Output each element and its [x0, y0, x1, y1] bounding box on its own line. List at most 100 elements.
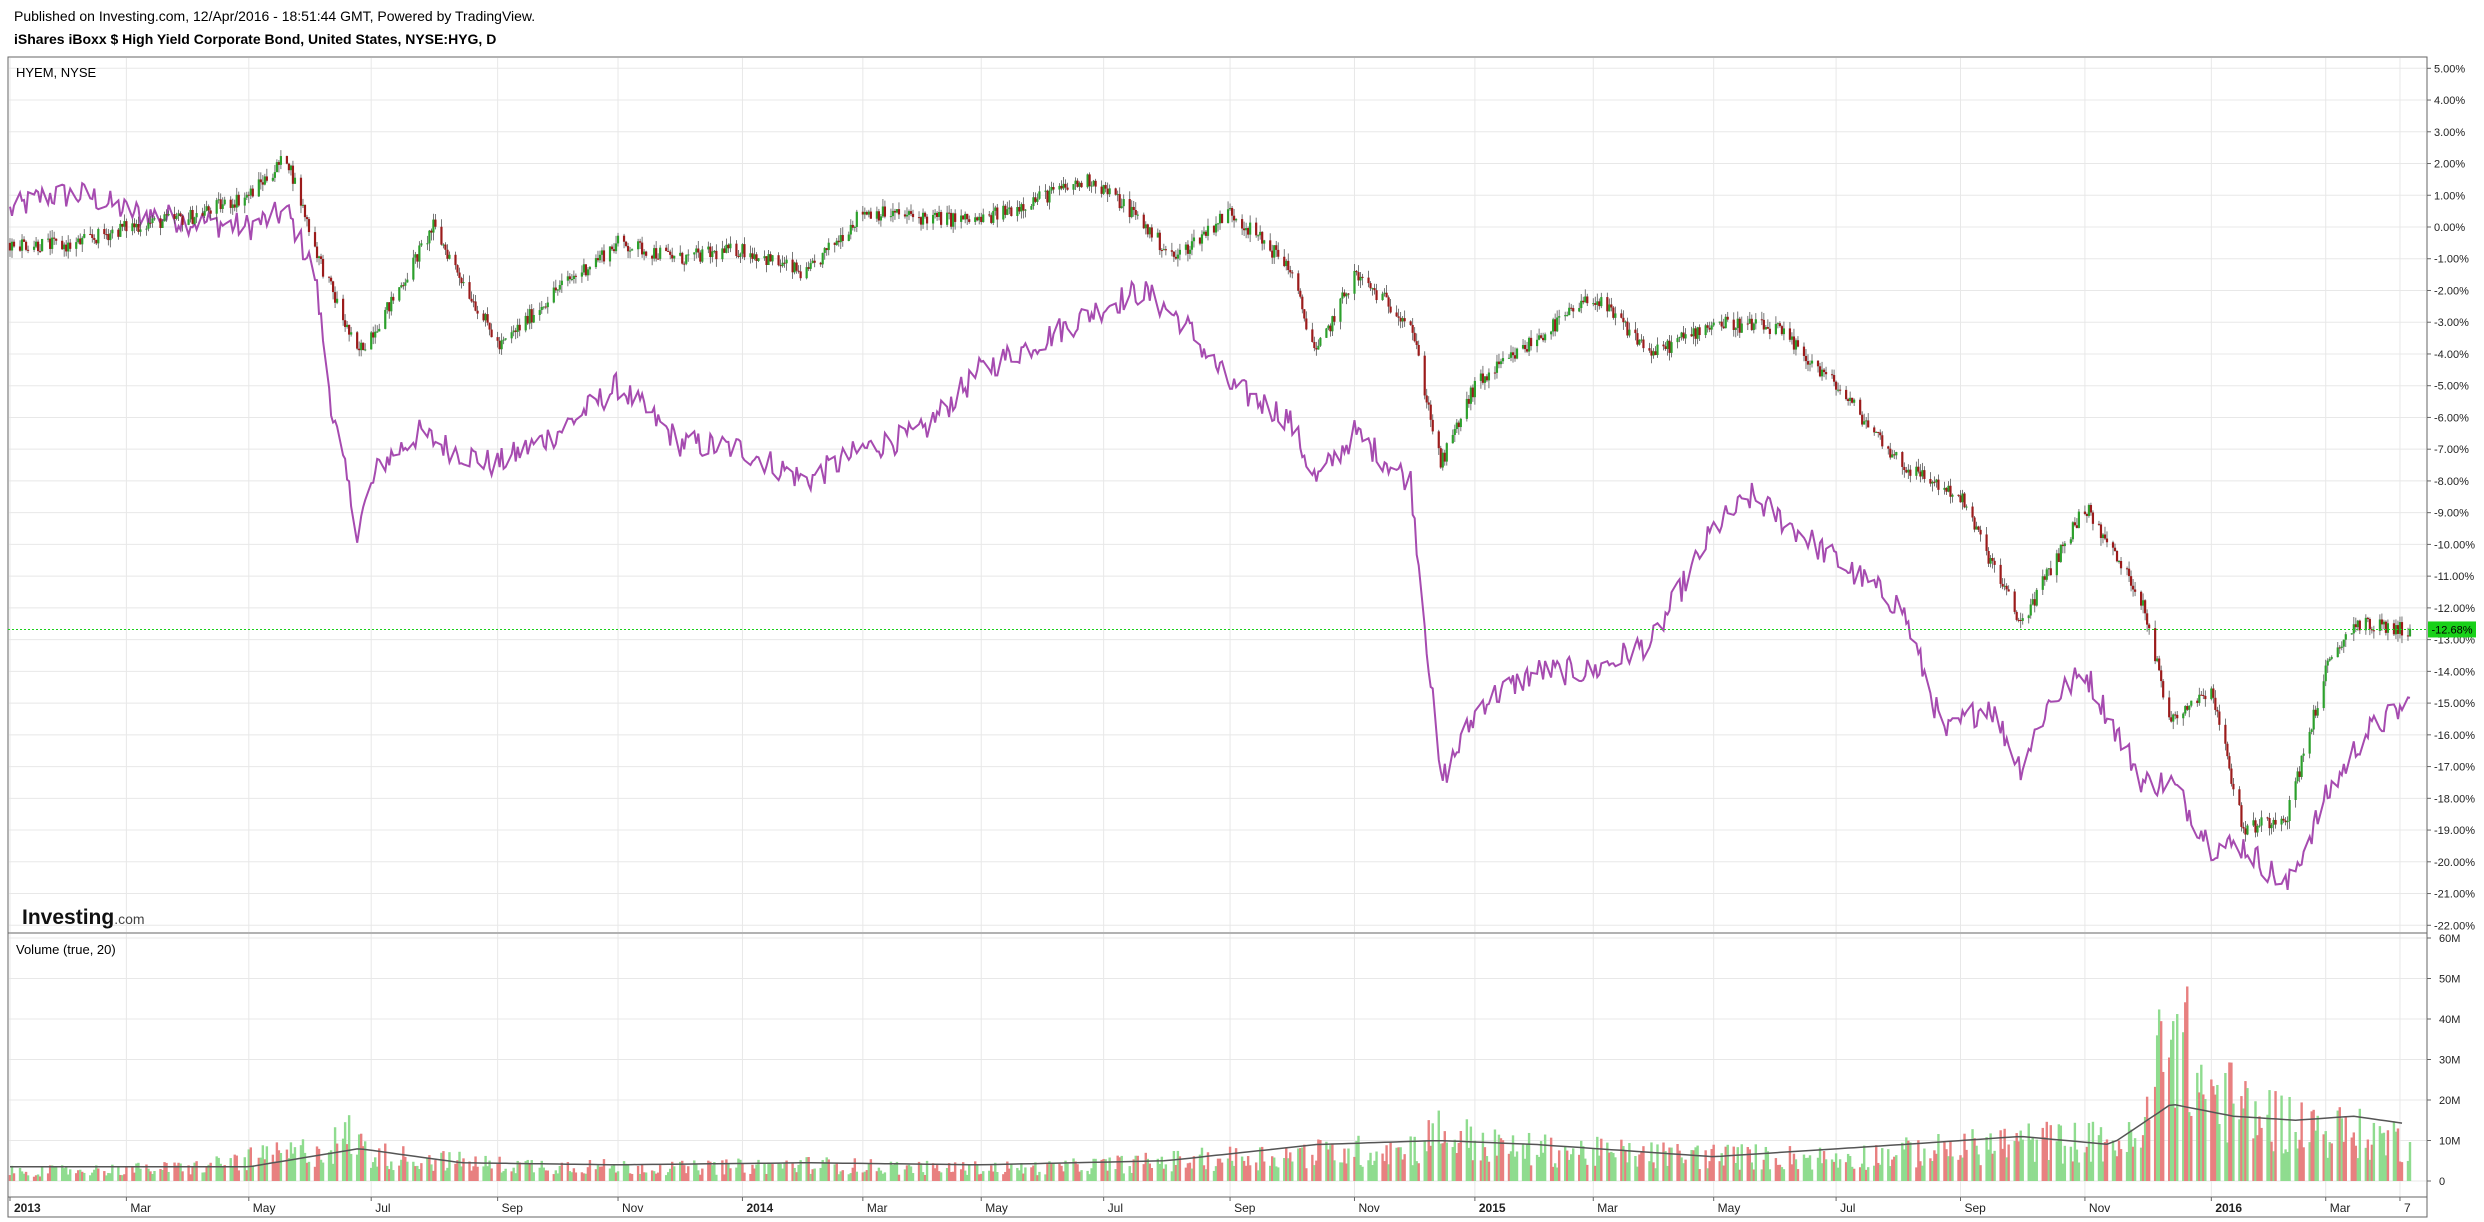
volume-bar	[2176, 1014, 2179, 1181]
volume-bar	[2240, 1096, 2243, 1181]
candle-body	[1720, 321, 1723, 327]
candle-body	[2294, 781, 2297, 800]
candle-body	[1277, 249, 1280, 257]
candle-body	[729, 243, 732, 249]
volume-bar	[442, 1151, 445, 1181]
candle-body	[919, 217, 923, 225]
candle-body	[1325, 328, 1328, 338]
volume-bar	[1481, 1132, 1485, 1181]
candle-body	[903, 214, 907, 217]
volume-bar	[1206, 1152, 1210, 1181]
volume-bar	[636, 1165, 640, 1181]
candle-body	[2125, 568, 2129, 570]
volume-bar	[60, 1165, 64, 1181]
candle-body	[111, 229, 114, 234]
candle-body	[2400, 622, 2404, 636]
candle-body	[1511, 352, 1515, 356]
candle-body	[442, 244, 445, 246]
volume-bar	[2089, 1161, 2093, 1181]
candle-body	[516, 324, 519, 332]
candle-body	[2111, 542, 2115, 548]
volume-bar	[2019, 1130, 2022, 1181]
volume-bar	[1248, 1165, 1252, 1181]
volume-bar	[925, 1160, 929, 1181]
candle-body	[1160, 250, 1163, 252]
volume-bar	[865, 1170, 869, 1181]
volume-bar	[1244, 1165, 1248, 1181]
volume-bar	[1429, 1145, 1432, 1181]
candle-body	[1495, 361, 1499, 373]
candle-body	[1130, 206, 1133, 218]
candle-body	[1108, 188, 1111, 195]
candle-body	[727, 244, 730, 249]
candle-body	[1142, 214, 1145, 229]
candle-body	[1471, 387, 1474, 398]
volume-bar	[1471, 1160, 1475, 1181]
volume-bar	[271, 1154, 275, 1181]
candle-body	[968, 219, 971, 222]
volume-bar	[1411, 1165, 1414, 1181]
volume-bar	[384, 1143, 387, 1181]
candle-body	[891, 210, 895, 217]
volume-bar	[978, 1174, 981, 1181]
volume-bar	[1052, 1163, 1055, 1181]
volume-bar	[117, 1167, 120, 1181]
candle-body	[1303, 309, 1306, 319]
volume-bar	[2190, 1115, 2193, 1181]
candle-body	[356, 332, 359, 349]
volume-bar	[1499, 1138, 1503, 1181]
candle-body	[1668, 340, 1671, 353]
candle-body	[1704, 325, 1707, 336]
volume-bar	[546, 1170, 549, 1181]
volume-bar	[317, 1148, 321, 1181]
candle-body	[1499, 361, 1503, 365]
volume-bar	[257, 1157, 261, 1181]
volume-bar	[697, 1170, 700, 1181]
candle-body	[147, 222, 150, 229]
candle-body	[1867, 420, 1870, 428]
candle-body	[159, 218, 162, 228]
candle-body	[2254, 820, 2257, 833]
candle-body	[1582, 300, 1585, 303]
volume-bar	[1064, 1160, 1067, 1181]
volume-bar	[52, 1166, 56, 1181]
volume-bar	[654, 1173, 658, 1181]
candle-body	[907, 211, 911, 215]
candle-body	[1261, 231, 1264, 244]
candle-body	[767, 254, 770, 265]
volume-bar	[610, 1165, 614, 1181]
candle-body	[1116, 194, 1119, 196]
volume-bar	[612, 1165, 616, 1181]
volume-bar	[1903, 1149, 1906, 1181]
candle-body	[1989, 557, 1992, 564]
candle-body	[145, 228, 148, 230]
candle-body	[79, 238, 82, 245]
candle-body	[1985, 534, 1988, 552]
candle-body	[861, 211, 864, 215]
candle-body	[1371, 288, 1374, 290]
candle-body	[414, 254, 417, 258]
volume-bar	[2155, 1035, 2159, 1181]
volume-bar	[614, 1172, 618, 1181]
candle-body	[2394, 625, 2398, 635]
y-tick-label: -2.00%	[2434, 285, 2469, 297]
y-tick-label: -18.00%	[2434, 793, 2475, 805]
candle-body	[209, 210, 212, 214]
candle-body	[2015, 611, 2018, 620]
volume-bar	[1343, 1148, 1346, 1181]
candle-body	[917, 217, 921, 219]
candle-body	[1403, 318, 1406, 322]
candle-body	[342, 298, 345, 321]
candle-body	[482, 313, 485, 321]
volume-bar	[1479, 1160, 1483, 1181]
candle-body	[1529, 337, 1533, 347]
volume-bar	[2007, 1144, 2010, 1181]
candle-body	[1359, 276, 1362, 281]
volume-bar	[2021, 1139, 2024, 1181]
volume-bar	[2266, 1114, 2269, 1181]
volume-tick-label: 30M	[2439, 1055, 2460, 1067]
volume-bar	[2252, 1138, 2255, 1181]
volume-bar	[1212, 1170, 1216, 1181]
volume-bar	[1710, 1149, 1713, 1181]
